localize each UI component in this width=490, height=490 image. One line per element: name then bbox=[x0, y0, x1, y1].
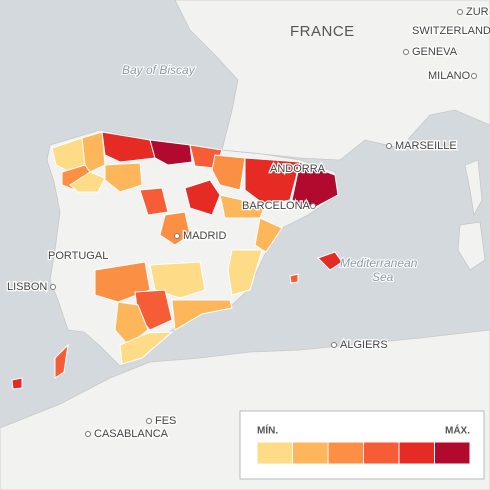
sea-label: Bay of Biscay bbox=[122, 63, 196, 77]
city-dot bbox=[331, 342, 337, 348]
legend-swatch bbox=[398, 441, 435, 465]
legend-swatch bbox=[292, 441, 329, 465]
country-label: PORTUGAL bbox=[48, 250, 108, 262]
city-dot bbox=[310, 203, 316, 209]
city-label: GENEVA bbox=[412, 46, 458, 58]
city-dot bbox=[174, 233, 180, 239]
legend-swatch bbox=[363, 441, 400, 465]
city-dot bbox=[471, 73, 477, 79]
country-label: SWITZERLAND bbox=[412, 25, 490, 37]
land-islands bbox=[457, 221, 486, 271]
city-dot bbox=[386, 143, 392, 149]
city-label: ANDORRA bbox=[270, 163, 326, 175]
city-label: ZUR bbox=[466, 6, 489, 18]
region bbox=[289, 273, 299, 284]
region bbox=[81, 131, 106, 173]
sea-label: Mediterranean bbox=[340, 256, 418, 270]
city-label: CASABLANCA bbox=[94, 428, 169, 440]
region bbox=[171, 299, 233, 331]
city-label: MADRID bbox=[183, 230, 226, 242]
city-label: BARCELONA bbox=[242, 200, 311, 212]
region bbox=[69, 171, 106, 193]
legend-min: MÍN. bbox=[257, 424, 278, 437]
legend-swatch bbox=[327, 441, 364, 465]
region bbox=[317, 251, 343, 271]
city-dot bbox=[50, 284, 56, 290]
region bbox=[101, 131, 156, 163]
land-europe bbox=[174, 0, 490, 161]
region bbox=[244, 157, 301, 206]
region bbox=[211, 154, 246, 191]
region bbox=[159, 211, 191, 246]
city-label: FES bbox=[155, 415, 176, 427]
city-label: ALGIERS bbox=[340, 339, 388, 351]
country-label: FRANCE bbox=[290, 23, 355, 40]
city-label: MILANO bbox=[428, 70, 471, 82]
region bbox=[139, 187, 169, 216]
legend-max: MÁX. bbox=[445, 424, 470, 437]
region bbox=[119, 331, 174, 365]
legend-swatch bbox=[434, 441, 471, 465]
sea-label: Sea bbox=[372, 270, 394, 284]
regions bbox=[11, 131, 343, 390]
region bbox=[104, 162, 143, 193]
region bbox=[227, 249, 263, 296]
region bbox=[254, 217, 283, 253]
region bbox=[149, 261, 206, 299]
legend-swatch bbox=[256, 441, 293, 465]
region bbox=[11, 377, 23, 390]
region bbox=[149, 139, 193, 166]
city-dot bbox=[85, 431, 91, 437]
city-dot bbox=[457, 9, 463, 15]
city-label: MARSEILLE bbox=[395, 140, 457, 152]
region bbox=[54, 343, 69, 379]
region bbox=[184, 179, 221, 216]
land-islands bbox=[464, 159, 483, 217]
city-dot bbox=[146, 418, 152, 424]
region bbox=[291, 161, 339, 211]
city-label: LISBON bbox=[7, 281, 47, 293]
legend: MÍN. MÁX. bbox=[239, 410, 485, 480]
city-dot bbox=[403, 49, 409, 55]
